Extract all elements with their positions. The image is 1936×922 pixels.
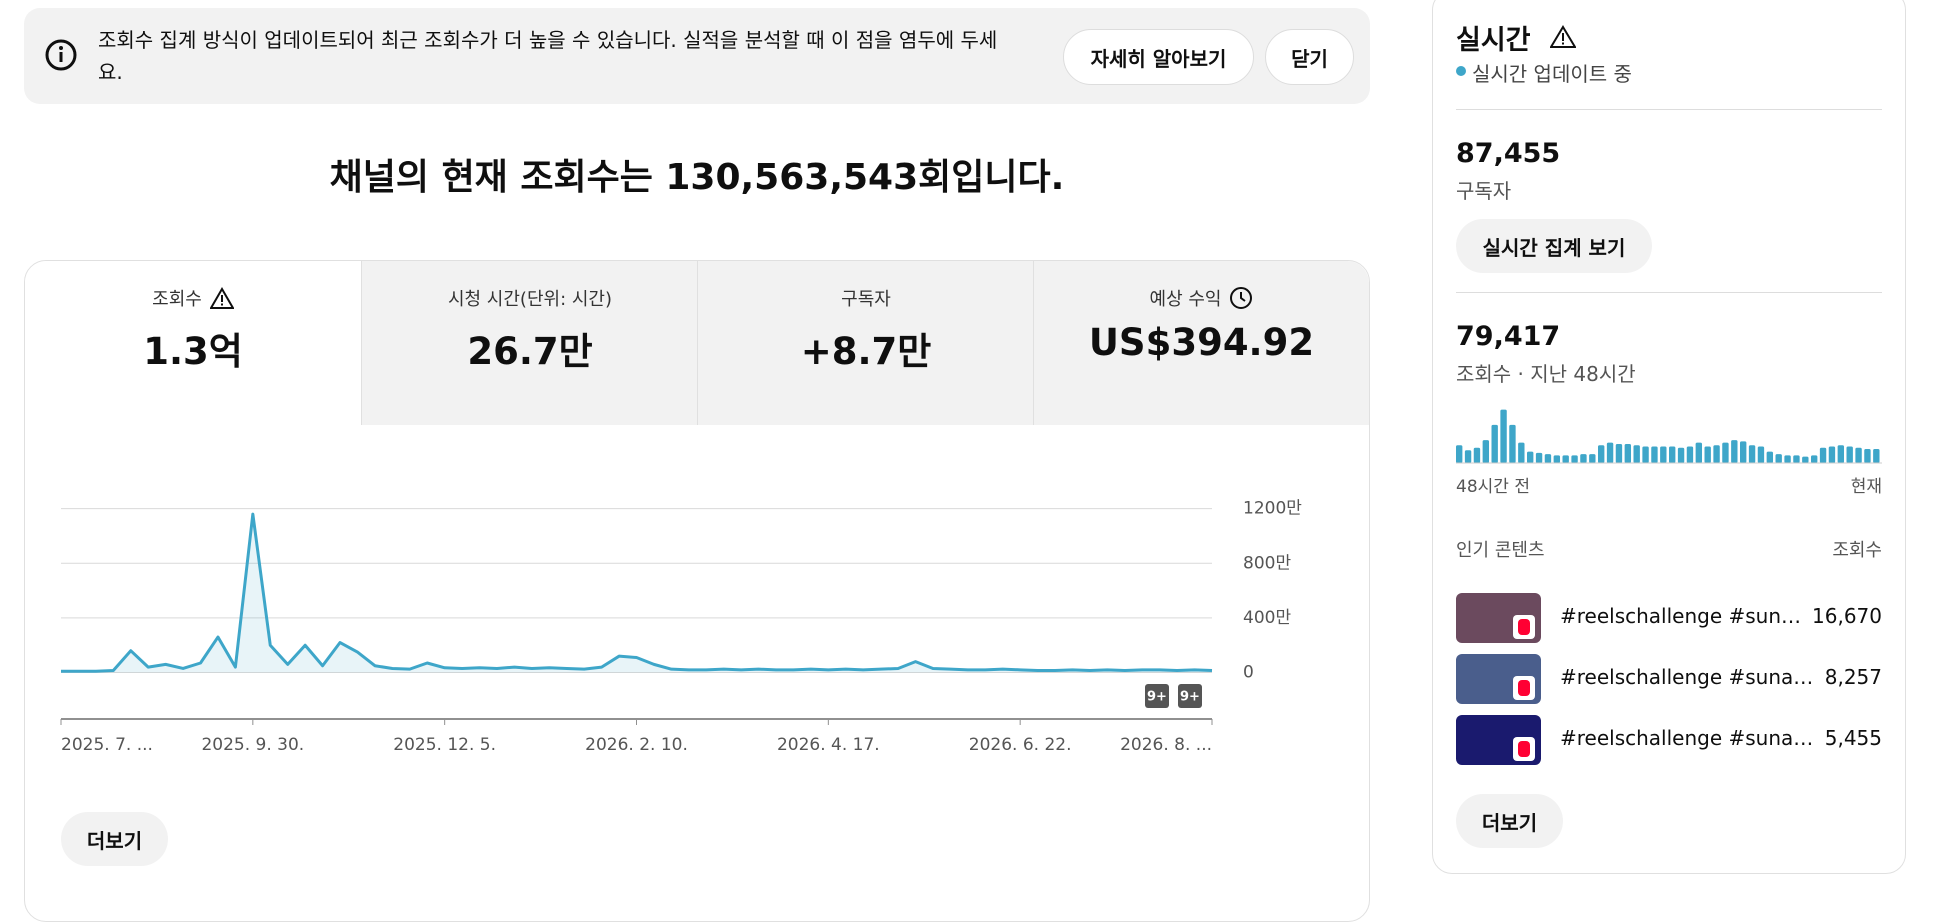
thumbnail[interactable]	[1456, 593, 1541, 643]
views-label: 조회수 · 지난 48시간	[1456, 362, 1636, 386]
views-column-label: 조회수	[1832, 540, 1882, 561]
metric-value: US$394.92	[1088, 321, 1315, 364]
learn-more-button[interactable]: 자세히 알아보기	[1063, 29, 1254, 85]
content-views: 5,455	[1824, 726, 1882, 750]
metric-tab[interactable]: 예상 수익 US$394.92	[1033, 261, 1369, 425]
content-views: 16,670	[1812, 604, 1882, 628]
info-icon	[45, 39, 77, 71]
realtime-title: 실시간	[1456, 25, 1531, 56]
metric-label: 조회수	[152, 289, 202, 310]
realtime-panel	[1432, 0, 1906, 874]
divider	[1456, 292, 1882, 293]
content-views: 8,257	[1824, 665, 1882, 689]
page: 조회수 집계 방식이 업데이트되어 최근 조회수가 더 높을 수 있습니다. 실…	[24, 0, 1906, 922]
content-title[interactable]: #reelschallenge #sun…	[1560, 604, 1802, 628]
headline: 채널의 현재 조회수는 130,563,543회입니다.	[329, 157, 1065, 198]
content-title[interactable]: #reelschallenge #suna…	[1560, 726, 1814, 750]
subscriber-label: 구독자	[1456, 179, 1512, 203]
top-content-label: 인기 콘텐츠	[1456, 540, 1545, 561]
clock-icon	[1230, 287, 1253, 309]
metric-label: 시청 시간(단위: 시간)	[447, 289, 613, 310]
metric-label: 구독자	[841, 289, 891, 310]
content-title[interactable]: #reelschallenge #suna…	[1560, 665, 1814, 689]
thumbnail[interactable]	[1456, 654, 1541, 704]
metric-tab[interactable]: 시청 시간(단위: 시간) 26.7만	[361, 261, 698, 425]
metric-tab[interactable]: 조회수 1.3억	[25, 261, 361, 425]
metric-tab[interactable]: 구독자 +8.7만	[697, 261, 1034, 425]
metric-value: +8.7만	[800, 330, 932, 373]
subscriber-count: 87,455	[1456, 138, 1561, 169]
close-button[interactable]: 닫기	[1265, 29, 1354, 85]
more-button[interactable]: 더보기	[61, 812, 168, 866]
metric-label: 예상 수익	[1149, 289, 1222, 310]
views-count: 79,417	[1456, 321, 1561, 352]
warning-icon	[1550, 25, 1576, 48]
live-dot	[1456, 66, 1466, 76]
warning-icon	[209, 287, 234, 309]
live-count-button[interactable]: 실시간 집계 보기	[1456, 219, 1652, 273]
realtime-status: 실시간 업데이트 중	[1472, 62, 1632, 86]
divider	[1456, 109, 1882, 110]
notice-text: 조회수 집계 방식이 업데이트되어 최근 조회수가 더 높을 수 있습니다. 실…	[98, 28, 998, 84]
thumbnail[interactable]	[1456, 715, 1541, 765]
metric-value: 1.3억	[143, 330, 243, 373]
realtime-more-button[interactable]: 더보기	[1456, 794, 1563, 848]
metric-value: 26.7만	[467, 330, 593, 373]
